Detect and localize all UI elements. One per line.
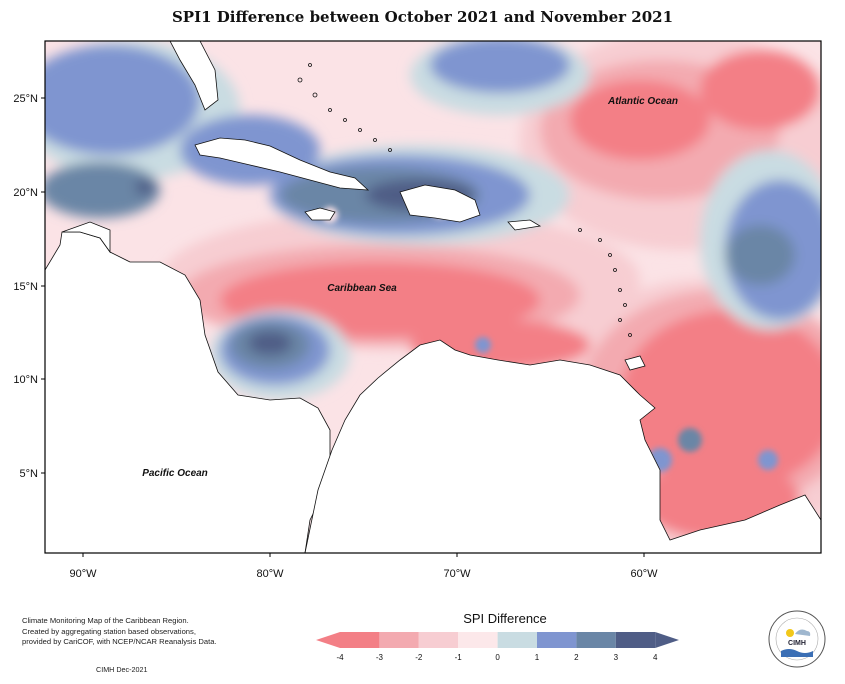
lat-label-20n: 20°N — [13, 187, 38, 199]
credit-line: Created by aggregating station based obs… — [22, 626, 196, 636]
lon-label-60w: 60°W — [630, 568, 658, 580]
map-title: SPI1 Difference between October 2021 and… — [171, 8, 674, 26]
legend-tick: 3 — [614, 653, 619, 662]
legend-arrow-high — [655, 632, 679, 648]
legend-tick: 0 — [495, 653, 500, 662]
label-atlantic-ocean: Atlantic Ocean — [607, 96, 678, 107]
legend-tick: 1 — [535, 653, 540, 662]
legend-swatch — [458, 632, 498, 648]
land-masses — [45, 41, 821, 553]
map-frame — [44, 40, 822, 554]
logo-text: CIMH — [788, 640, 806, 647]
legend-colorbar — [316, 632, 679, 648]
cloud-icon — [795, 629, 811, 636]
credit-line: provided by CariCOF, with NCEP/NCAR Rean… — [22, 637, 217, 646]
legend-swatch — [576, 632, 616, 648]
legend-tick: -1 — [455, 653, 463, 662]
legend-title: SPI Difference — [463, 611, 547, 626]
legend-tick: -2 — [415, 653, 423, 662]
credit-text: Climate Monitoring Map of the Caribbean … — [22, 616, 217, 648]
legend-tick: 2 — [574, 653, 579, 662]
lat-label-5n: 5°N — [20, 468, 39, 480]
lon-label-90w: 90°W — [69, 568, 97, 580]
legend-tick: 4 — [653, 653, 658, 662]
credit-line: Climate Monitoring Map of the Caribbean … — [22, 616, 189, 625]
spi-field — [45, 41, 821, 553]
sun-icon — [786, 629, 794, 637]
lat-label-15n: 15°N — [13, 281, 38, 293]
label-pacific-ocean: Pacific Ocean — [142, 468, 208, 479]
axis-ticks — [41, 97, 645, 557]
cimh-logo: CIMH — [768, 610, 826, 668]
legend-tick: -3 — [376, 653, 384, 662]
small-islands — [297, 63, 632, 337]
label-caribbean-sea: Caribbean Sea — [327, 283, 397, 294]
legend-swatch — [379, 632, 419, 648]
legend-tick: -4 — [336, 653, 344, 662]
legend-swatch — [418, 632, 459, 648]
lon-label-80w: 80°W — [256, 568, 284, 580]
legend-swatch — [497, 632, 537, 648]
legend-swatch — [340, 632, 380, 648]
legend-swatch — [537, 632, 577, 648]
lon-label-70w: 70°W — [443, 568, 471, 580]
legend-arrow-low — [316, 632, 340, 648]
legend-swatch — [615, 632, 656, 648]
credit-date: CIMH Dec-2021 — [96, 665, 148, 674]
lat-label-10n: 10°N — [13, 374, 38, 386]
lat-label-25n: 25°N — [13, 93, 38, 105]
wave-icon — [781, 649, 813, 657]
